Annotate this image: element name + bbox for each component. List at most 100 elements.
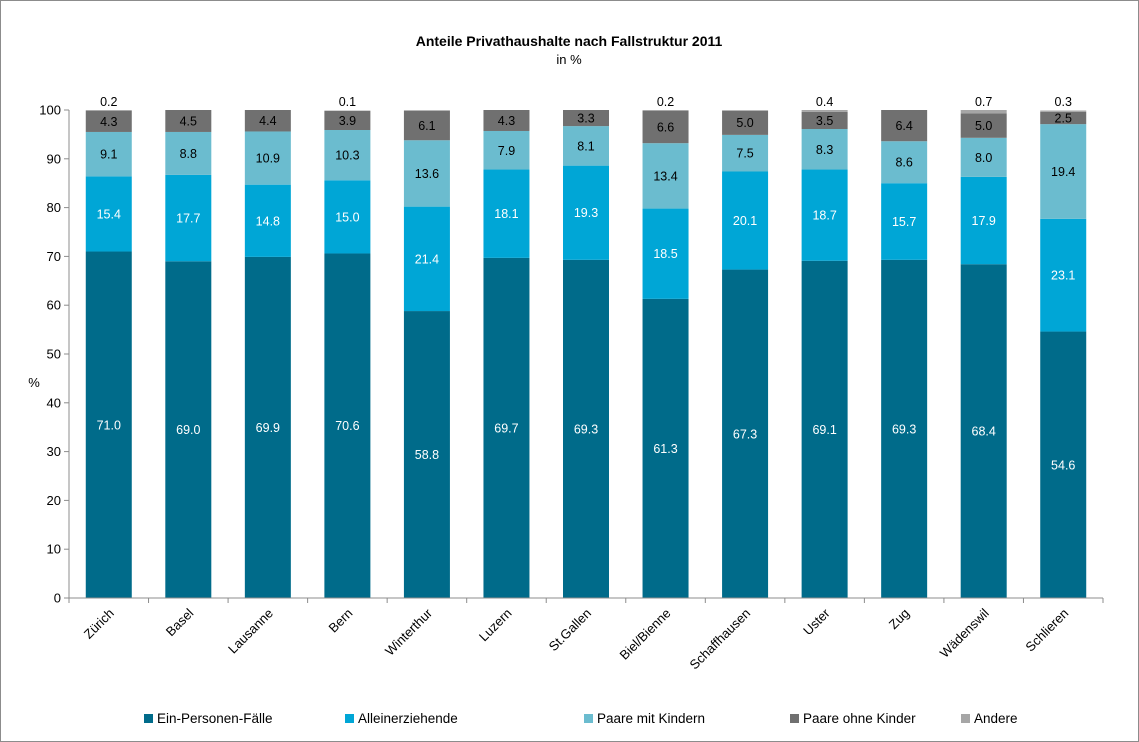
data-label: 0.4	[816, 95, 833, 109]
bar-segment	[563, 165, 609, 260]
x-category-label: Schaffhausen	[687, 606, 754, 673]
bar-segment	[563, 259, 609, 598]
bar-segment	[85, 176, 132, 252]
bar-segment	[244, 131, 291, 185]
y-tick-label: 90	[47, 151, 61, 166]
x-category-label: Basel	[163, 605, 197, 639]
y-tick-label: 30	[47, 444, 61, 459]
y-axis: 0 10 20 30 40 50 60 70 80 90 100	[39, 103, 70, 606]
bar-segment	[403, 110, 450, 141]
data-label: 10.9	[256, 152, 280, 166]
bar-segment	[881, 259, 928, 598]
bar-segment	[642, 208, 689, 299]
bar-segment	[483, 110, 530, 131]
data-label: 0.3	[1055, 95, 1072, 109]
bar-segment	[801, 129, 848, 170]
bar-segment	[563, 110, 609, 127]
bar-segment	[881, 110, 928, 142]
bar-segment	[801, 111, 848, 130]
bar-segment	[642, 298, 689, 598]
bar-segment	[1040, 124, 1087, 219]
x-category-label: Luzern	[476, 606, 515, 645]
y-tick-label: 40	[47, 395, 61, 410]
data-label: 20.1	[733, 214, 757, 228]
bar-segment	[960, 110, 1007, 114]
bar-segment	[403, 206, 450, 312]
legend-label: Ein-Personen-Fälle	[157, 711, 273, 726]
data-label: 23.1	[1051, 269, 1075, 283]
legend: Ein-Personen-Fälle Alleinerziehende Paare …	[144, 711, 1018, 726]
legend-swatch	[961, 714, 970, 723]
x-category-label: Lausanne	[225, 606, 276, 657]
x-category-label: Schlieren	[1022, 606, 1071, 655]
bar-segment	[85, 110, 132, 111]
bar-segment	[801, 110, 848, 112]
bar-segment	[960, 176, 1007, 265]
data-label: 8.8	[180, 147, 197, 161]
legend-label: Alleinerziehende	[358, 711, 458, 726]
data-label: 54.6	[1051, 458, 1075, 472]
bar-segment	[403, 311, 450, 598]
data-label: 15.4	[97, 207, 121, 221]
data-label: 5.0	[975, 119, 992, 133]
data-label: 9.1	[100, 148, 117, 162]
data-label: 18.5	[653, 247, 677, 261]
bar-segment	[881, 183, 928, 260]
y-tick-label: 60	[47, 298, 61, 313]
legend-label: Paare mit Kindern	[597, 711, 705, 726]
bar-segment	[960, 137, 1007, 177]
legend-swatch	[790, 714, 799, 723]
data-label: 15.0	[335, 210, 359, 224]
bar-segment	[722, 110, 769, 135]
data-label: 18.1	[494, 207, 518, 221]
data-label: 69.7	[494, 421, 518, 435]
bar-segment	[244, 184, 291, 257]
data-label: 18.7	[812, 209, 836, 223]
bar-segment	[324, 110, 371, 131]
data-label: 69.1	[812, 423, 836, 437]
x-category-label: Zug	[886, 606, 912, 632]
data-label: 5.0	[736, 116, 753, 130]
bar-segment	[85, 131, 132, 177]
x-category-label: Bern	[325, 606, 355, 636]
chart-subtitle: in %	[556, 52, 582, 67]
bar-segment	[642, 110, 689, 111]
bar-segment	[1040, 111, 1087, 125]
data-label: 3.5	[816, 114, 833, 128]
data-label: 61.3	[653, 442, 677, 456]
bar-segment	[324, 180, 371, 254]
data-label: 71.0	[97, 418, 121, 432]
data-label: 69.3	[574, 422, 598, 436]
bar-segment	[801, 260, 848, 598]
data-label: 8.1	[577, 139, 594, 153]
data-label: 3.3	[577, 112, 594, 126]
x-axis: Zürich Basel Lausanne Bern Winterthur Luzern S…	[68, 597, 1104, 673]
data-label: 0.1	[339, 95, 356, 109]
data-label: 17.9	[972, 214, 996, 228]
bar-segment	[165, 261, 212, 598]
y-tick-label: 50	[47, 347, 61, 362]
bar-segment	[960, 264, 1007, 598]
bar-segment	[722, 269, 769, 598]
data-label: 8.3	[816, 143, 833, 157]
data-label: 10.3	[335, 149, 359, 163]
legend-label: Andere	[974, 711, 1018, 726]
bar-segment	[324, 253, 371, 599]
y-tick-label: 100	[39, 103, 61, 118]
bar-segment	[85, 251, 132, 598]
bar-segment	[483, 169, 530, 258]
data-label: 17.7	[176, 212, 200, 226]
data-label: 0.7	[975, 95, 992, 109]
bar-segment	[165, 110, 212, 132]
bar-segment	[642, 110, 689, 144]
data-label: 0.2	[657, 95, 674, 109]
bar-segment	[244, 256, 291, 598]
data-label: 21.4	[415, 252, 439, 266]
legend-label: Paare ohne Kinder	[803, 711, 916, 726]
bar-segment	[563, 126, 609, 166]
data-label: 4.5	[180, 114, 197, 128]
x-category-label: St.Gallen	[546, 606, 594, 654]
chart-title: Anteile Privathaushalte nach Fallstruktu…	[416, 33, 723, 49]
data-label: 69.3	[892, 422, 916, 436]
bar-segment	[165, 131, 212, 175]
